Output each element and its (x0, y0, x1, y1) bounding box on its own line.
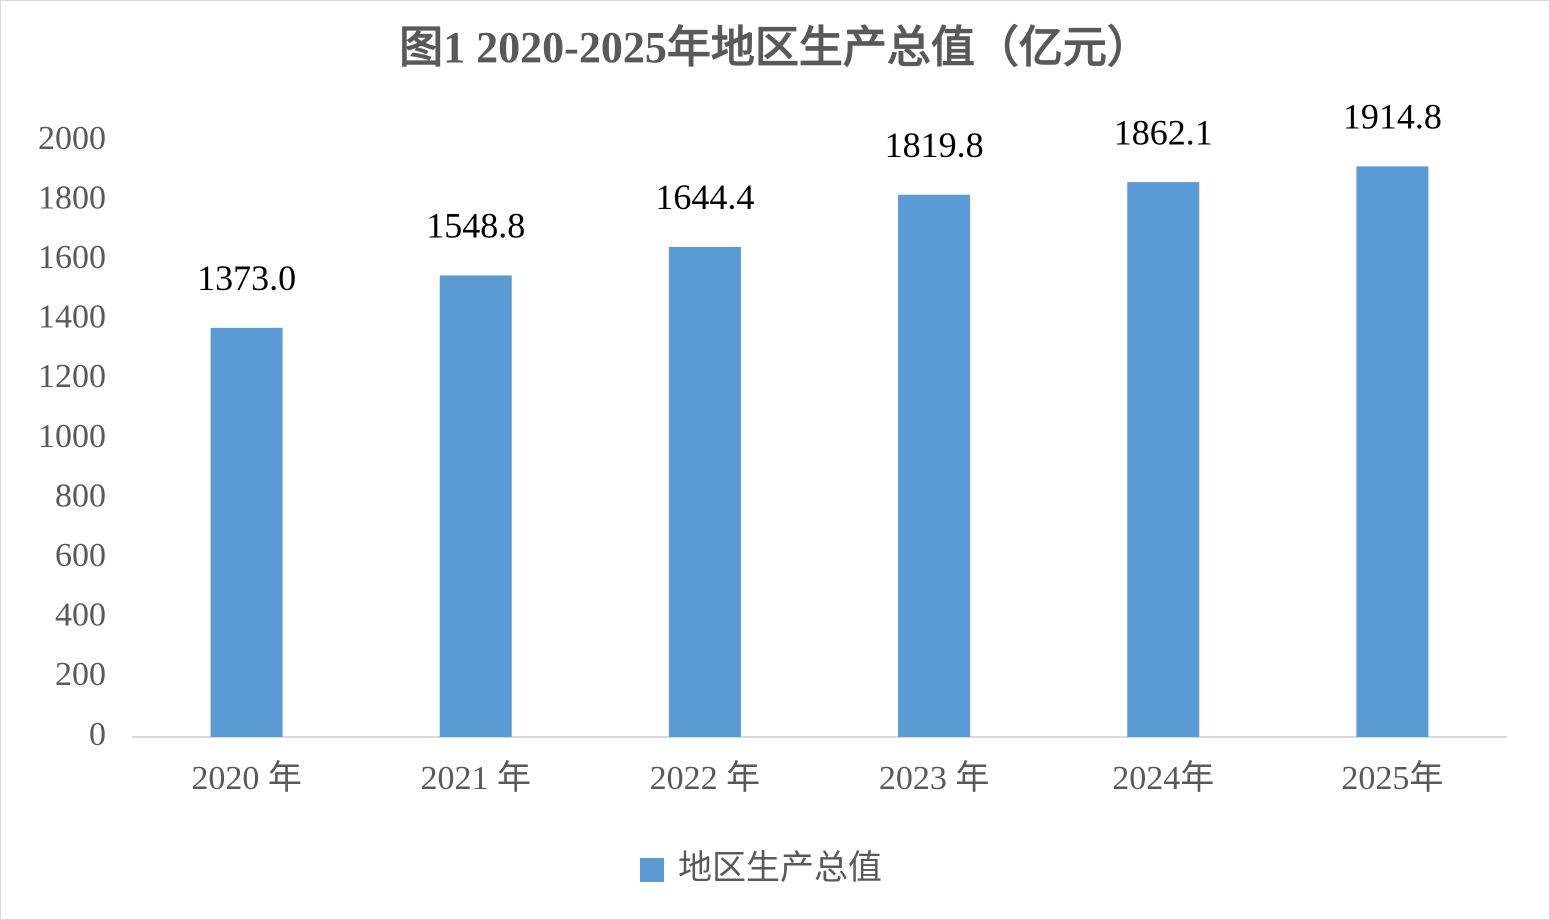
y-tick-label: 1400 (38, 299, 106, 336)
y-tick-label: 400 (55, 597, 106, 634)
bar (898, 194, 971, 738)
x-tick-label: 2022 年 (650, 759, 761, 797)
x-tick-label: 2024年 (1112, 759, 1214, 797)
bar (1356, 166, 1429, 738)
x-tick-label: 2025年 (1341, 759, 1443, 797)
y-tick-label: 1000 (38, 418, 106, 455)
bar (1127, 182, 1200, 738)
value-label: 1914.8 (1343, 97, 1442, 137)
y-tick-label: 0 (89, 716, 106, 753)
value-label: 1862.1 (1114, 112, 1213, 152)
value-label: 1373.0 (197, 258, 296, 298)
y-tick-label: 200 (55, 656, 106, 693)
legend-label: 地区生产总值 (678, 849, 882, 887)
y-tick-label: 2000 (38, 120, 106, 157)
value-label: 1548.8 (426, 206, 525, 246)
x-tick-label: 2023 年 (879, 759, 990, 797)
y-tick-label: 800 (55, 477, 106, 514)
value-label: 1819.8 (885, 125, 984, 165)
y-tick-label: 1600 (38, 239, 106, 276)
y-tick-label: 600 (55, 537, 106, 574)
bar (439, 275, 512, 737)
bar (210, 327, 283, 737)
legend-swatch (640, 858, 664, 882)
y-tick-label: 1800 (38, 179, 106, 216)
bar (668, 246, 741, 737)
x-tick-label: 2021 年 (421, 759, 532, 797)
y-tick-label: 1200 (38, 358, 106, 395)
x-tick-label: 2020 年 (191, 759, 302, 797)
value-label: 1644.4 (655, 177, 754, 217)
chart-title: 图1 2020-2025年地区生产总值（亿元） (399, 23, 1151, 72)
